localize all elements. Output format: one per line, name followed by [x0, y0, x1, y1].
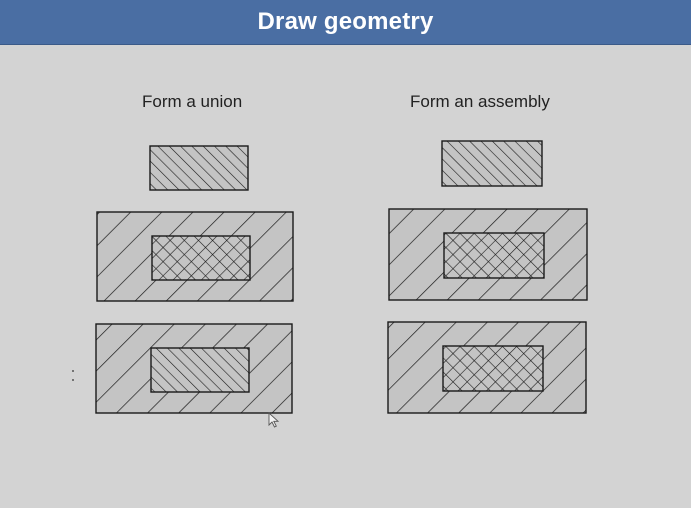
title-bar: Draw geometry: [0, 0, 691, 45]
union-small-part: [149, 145, 249, 191]
page-title: Draw geometry: [257, 8, 434, 35]
union-column-label: Form a union: [142, 92, 243, 111]
assembly-column-label: Form an assembly: [410, 92, 550, 111]
union-body-crosshatched: [96, 211, 294, 302]
screen-speck: [72, 370, 74, 372]
screen-speck: [72, 379, 74, 381]
assembly-body-top: [388, 208, 588, 301]
cursor-arrow-icon: [268, 412, 280, 428]
assembly-body-bottom: [387, 321, 587, 414]
union-body-result: [95, 323, 293, 414]
assembly-small-part: [441, 140, 543, 187]
